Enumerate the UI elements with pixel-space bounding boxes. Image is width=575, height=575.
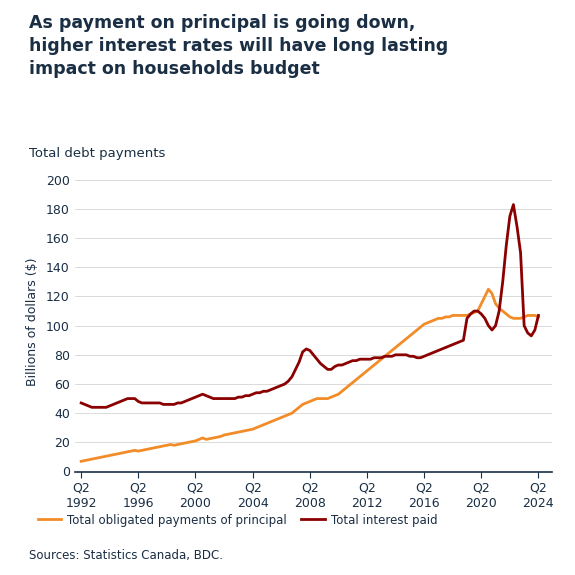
Text: Total debt payments: Total debt payments (29, 147, 165, 160)
Legend: Total obligated payments of principal, Total interest paid: Total obligated payments of principal, T… (33, 509, 442, 531)
Y-axis label: Billions of dollars ($): Billions of dollars ($) (26, 258, 39, 386)
Text: As payment on principal is going down,
higher interest rates will have long last: As payment on principal is going down, h… (29, 14, 448, 78)
Text: Sources: Statistics Canada, BDC.: Sources: Statistics Canada, BDC. (29, 549, 223, 562)
